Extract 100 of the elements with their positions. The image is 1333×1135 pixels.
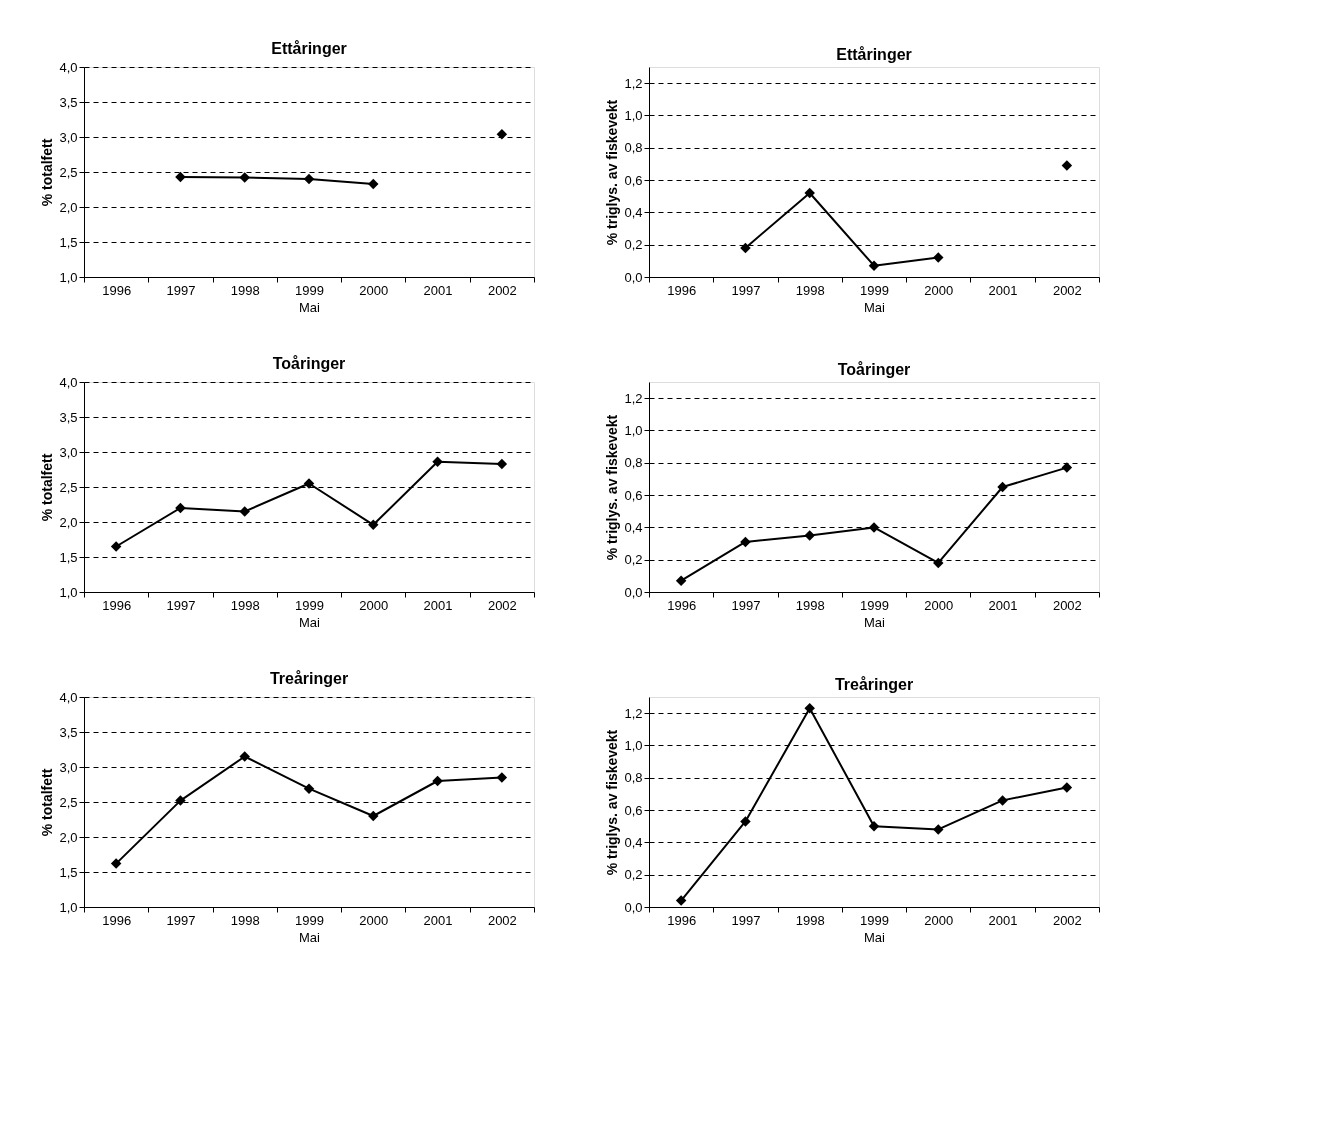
x-tick-label: 2002 xyxy=(487,597,517,613)
y-axis-title: % totalfett xyxy=(39,768,56,837)
y-tick-label: 0,4 xyxy=(624,204,643,220)
point xyxy=(496,458,508,470)
x-tick-label: 2000 xyxy=(359,912,389,928)
x-tick-label: 1997 xyxy=(731,912,761,928)
x-tick-label: 2001 xyxy=(423,912,453,928)
y-tick-label: 0,8 xyxy=(624,455,643,471)
y-tick-label: 2,5 xyxy=(59,794,78,810)
point xyxy=(175,171,186,183)
point xyxy=(997,481,1008,493)
x-tick-label: 1997 xyxy=(731,597,761,613)
y-tick-label: 4,0 xyxy=(59,374,78,390)
y-tick-label: 3,5 xyxy=(59,94,78,110)
point xyxy=(933,557,944,569)
x-tick-label: 1996 xyxy=(667,282,697,298)
chart-title: Ettåringer xyxy=(271,40,347,57)
point xyxy=(804,703,815,714)
y-tick-label: 0,8 xyxy=(624,770,643,786)
y-tick-label: 4,0 xyxy=(59,689,78,705)
y-tick-label: 0,0 xyxy=(624,269,643,285)
point xyxy=(1061,782,1073,793)
point xyxy=(675,575,687,586)
point xyxy=(239,751,250,762)
x-tick-label: 1999 xyxy=(860,597,889,613)
point xyxy=(239,506,250,517)
x-tick-label: 2000 xyxy=(924,282,954,298)
x-tick-label: 1997 xyxy=(166,912,196,928)
point xyxy=(1061,160,1073,171)
y-tick-label: 3,0 xyxy=(59,129,78,145)
y-tick-label: 1,2 xyxy=(624,75,643,91)
x-tick-label: 1997 xyxy=(166,282,196,298)
point xyxy=(804,530,815,541)
x-tick-label: 1998 xyxy=(230,597,260,613)
y-tick-label: 0,2 xyxy=(624,552,643,568)
x-axis-title: Mai xyxy=(299,299,321,315)
y-tick-label: 0,2 xyxy=(624,237,643,253)
x-tick-label: 2001 xyxy=(423,282,453,298)
chart-title: Ettåringer xyxy=(836,46,912,63)
y-axis-title: % triglys. av fiskevekt xyxy=(604,729,621,876)
point xyxy=(368,519,379,531)
x-tick-label: 1999 xyxy=(295,282,324,298)
point xyxy=(175,502,186,514)
x-tick-label: 2002 xyxy=(487,282,517,298)
point xyxy=(933,252,944,263)
x-tick-label: 1998 xyxy=(795,912,825,928)
x-tick-label: 2002 xyxy=(1052,282,1082,298)
y-tick-label: 1,2 xyxy=(624,705,643,721)
point xyxy=(868,820,880,832)
y-axis-title: % triglys. av fiskevekt xyxy=(604,414,621,561)
y-tick-label: 1,5 xyxy=(59,864,78,880)
point xyxy=(303,783,315,794)
y-axis-title: % totalfett xyxy=(39,138,56,207)
y-tick-label: 1,0 xyxy=(624,737,643,753)
x-tick-label: 2001 xyxy=(988,912,1018,928)
x-tick-label: 2000 xyxy=(359,597,389,613)
point xyxy=(675,895,687,906)
y-tick-label: 0,0 xyxy=(624,584,643,600)
y-tick-label: 2,5 xyxy=(59,479,78,495)
x-tick-label: 1999 xyxy=(295,912,324,928)
x-tick-label: 1996 xyxy=(102,597,132,613)
x-axis-title: Mai xyxy=(299,614,321,630)
y-tick-label: 4,0 xyxy=(59,59,78,75)
y-tick-label: 1,5 xyxy=(59,234,78,250)
y-tick-label: 0,6 xyxy=(624,172,643,188)
y-tick-label: 2,0 xyxy=(59,829,78,845)
y-tick-label: 0,2 xyxy=(624,867,643,883)
x-tick-label: 1996 xyxy=(667,912,697,928)
x-axis-title: Mai xyxy=(864,929,886,945)
point xyxy=(303,478,315,489)
y-tick-label: 3,5 xyxy=(59,724,78,740)
x-tick-label: 1996 xyxy=(102,282,132,298)
point xyxy=(997,795,1008,806)
point xyxy=(432,456,443,468)
point xyxy=(933,824,944,835)
chart-title: Treåringer xyxy=(269,670,349,687)
x-tick-label: 1998 xyxy=(230,282,260,298)
y-tick-label: 3,5 xyxy=(59,409,78,425)
point xyxy=(368,178,379,190)
point xyxy=(804,187,815,199)
x-tick-label: 1997 xyxy=(166,597,196,613)
y-tick-label: 0,8 xyxy=(624,140,643,156)
x-tick-label: 1996 xyxy=(102,912,132,928)
point xyxy=(868,522,880,533)
y-axis-title: % totalfett xyxy=(39,453,56,522)
point xyxy=(496,772,508,783)
point xyxy=(432,775,443,787)
x-axis-title: Mai xyxy=(864,299,886,315)
y-tick-label: 3,0 xyxy=(59,759,78,775)
point xyxy=(868,260,880,271)
point xyxy=(740,242,751,254)
x-tick-label: 1999 xyxy=(860,282,889,298)
x-tick-label: 2001 xyxy=(423,597,453,613)
x-tick-label: 2002 xyxy=(487,912,517,928)
y-tick-label: 2,0 xyxy=(59,514,78,530)
y-tick-label: 1,2 xyxy=(624,390,643,406)
point xyxy=(740,536,751,548)
point xyxy=(175,795,186,806)
y-tick-label: 1,0 xyxy=(624,422,643,438)
y-tick-label: 1,0 xyxy=(59,584,78,600)
